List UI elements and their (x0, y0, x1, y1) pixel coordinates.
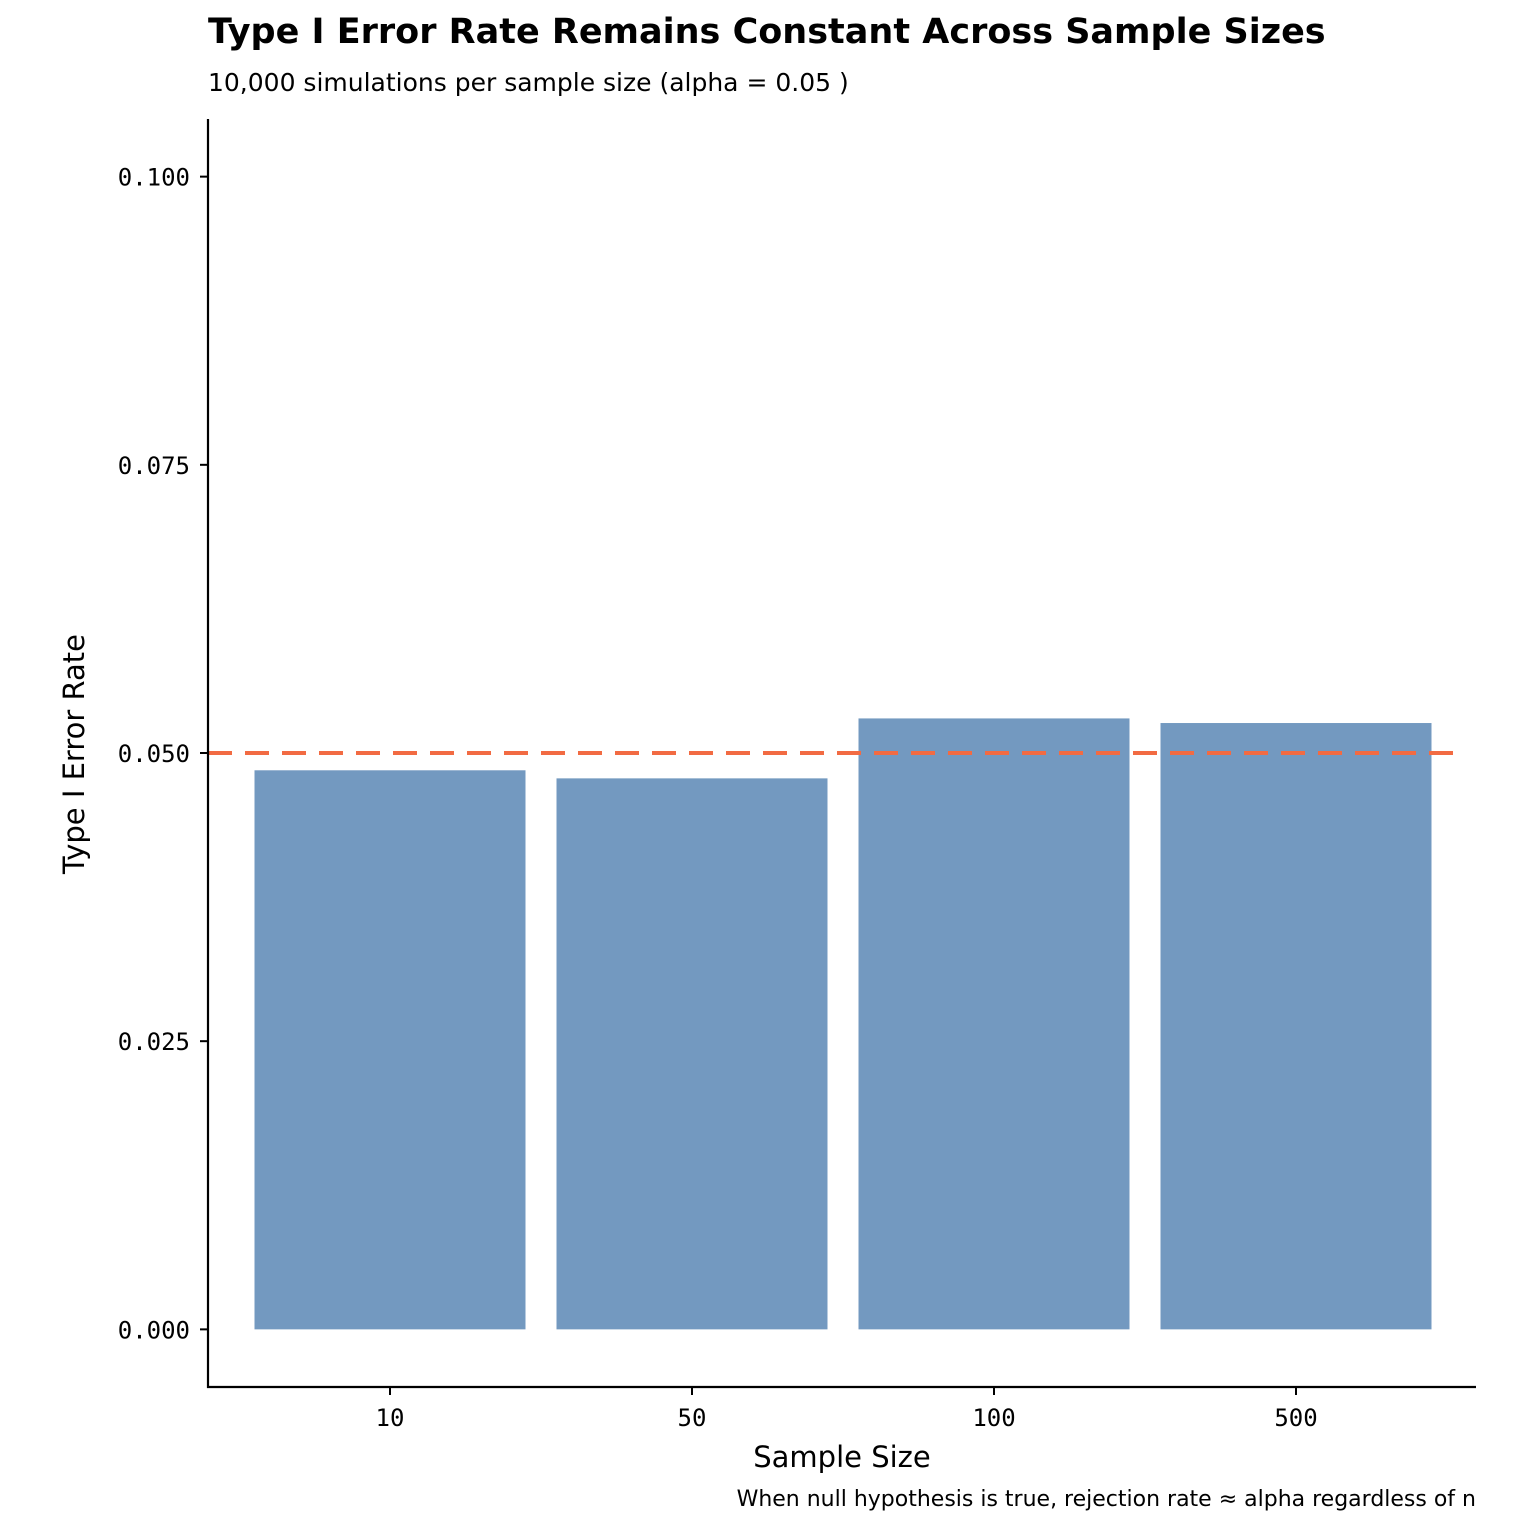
y-axis-title: Type I Error Rate (57, 634, 91, 875)
y-tick-label: 0.025 (118, 1028, 190, 1056)
axes-layer (200, 119, 1476, 1395)
x-tick-label: 500 (1274, 1404, 1317, 1432)
x-axis-title: Sample Size (753, 1440, 930, 1474)
chart-caption: When null hypothesis is true, rejection … (736, 1487, 1476, 1512)
y-tick-label: 0.050 (118, 740, 190, 768)
x-tick-label: 50 (678, 1404, 707, 1432)
x-tick-label: 10 (376, 1404, 405, 1432)
bar-10 (254, 770, 526, 1330)
tick-labels-layer: 0.000 0.025 0.050 0.075 0.100 10 50 100 500 (118, 164, 1318, 1432)
y-tick-label: 0.075 (118, 452, 190, 480)
y-tick-label: 0.000 (118, 1316, 190, 1344)
bar-100 (858, 718, 1130, 1330)
bars-layer (254, 718, 1432, 1330)
chart-subtitle: 10,000 simulations per sample size (alph… (208, 68, 849, 97)
chart-title: Type I Error Rate Remains Constant Acros… (208, 12, 1326, 52)
x-tick-label: 100 (972, 1404, 1015, 1432)
bar-50 (556, 778, 828, 1330)
y-tick-label: 0.100 (118, 164, 190, 192)
bar-500 (1160, 723, 1432, 1330)
